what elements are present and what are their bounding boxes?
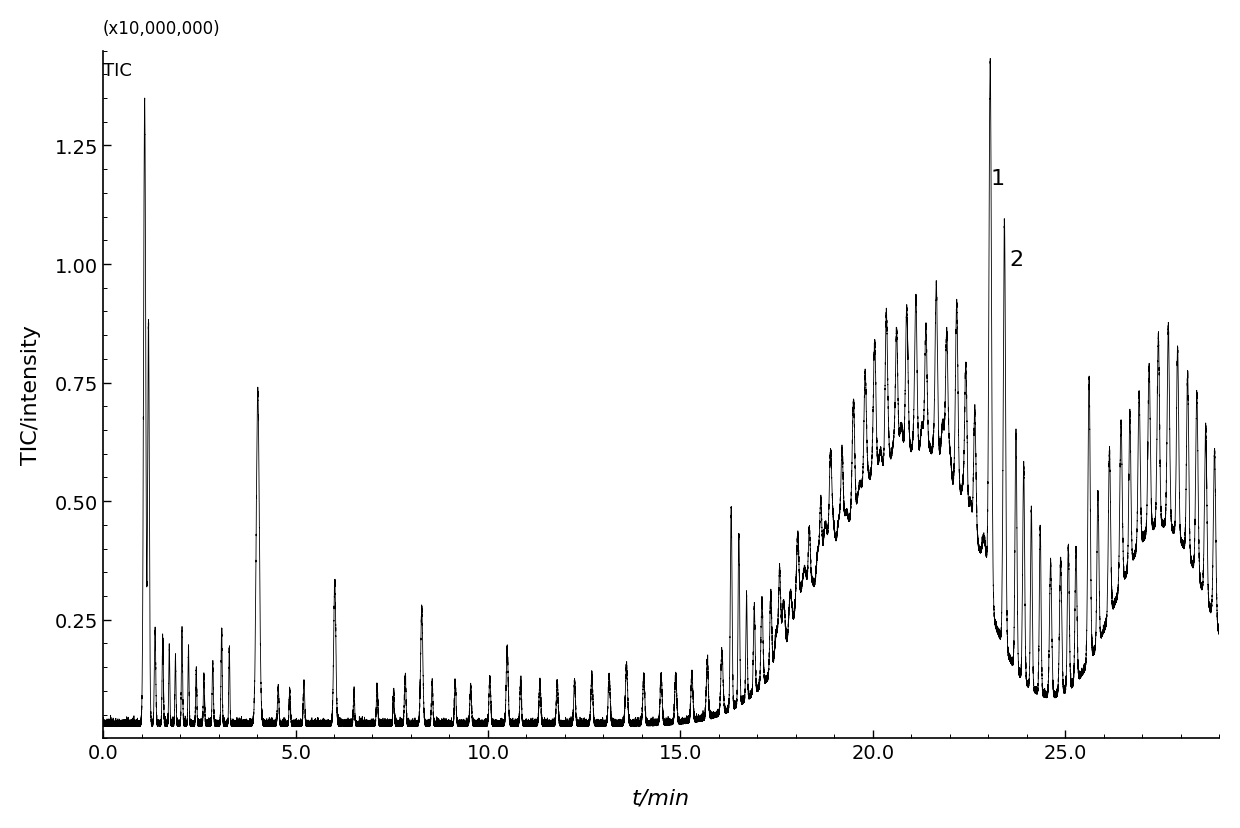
X-axis label: t/min: t/min <box>632 787 691 807</box>
Y-axis label: TIC/intensity: TIC/intensity <box>21 325 41 465</box>
Text: 2: 2 <box>1009 249 1023 269</box>
Text: 1: 1 <box>991 169 1004 189</box>
Text: TIC: TIC <box>103 62 131 79</box>
Text: (x10,000,000): (x10,000,000) <box>103 20 221 38</box>
